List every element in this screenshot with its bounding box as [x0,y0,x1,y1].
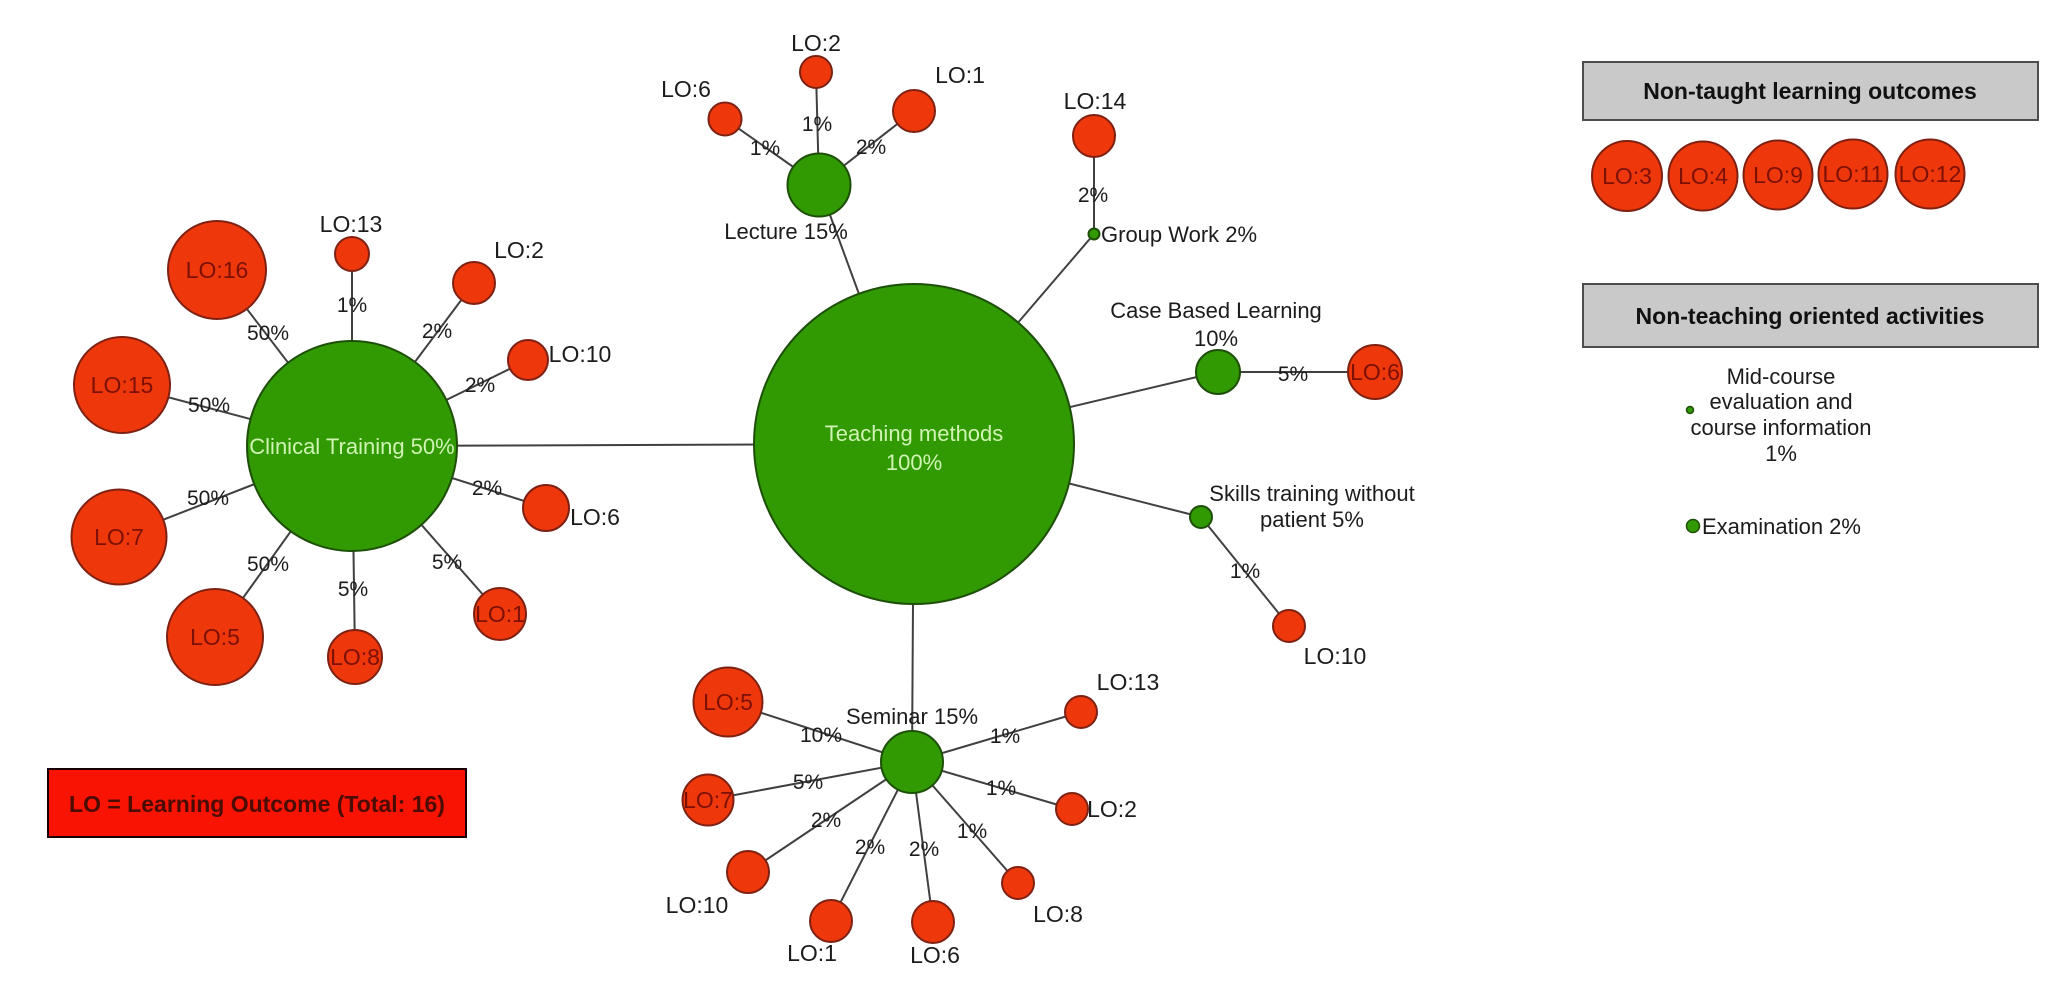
svg-text:LO:13: LO:13 [1097,669,1160,695]
svg-text:LO:2: LO:2 [1087,796,1137,822]
svg-text:5%: 5% [338,578,368,601]
svg-text:50%: 50% [187,487,229,510]
svg-text:2%: 2% [855,836,885,859]
svg-text:LO:1: LO:1 [787,940,837,966]
svg-text:patient 5%: patient 5% [1260,507,1364,532]
svg-text:Lecture 15%: Lecture 15% [724,219,848,244]
svg-text:5%: 5% [793,771,823,794]
svg-text:2%: 2% [472,477,502,500]
svg-text:5%: 5% [1278,363,1308,386]
svg-text:Teaching methods: Teaching methods [825,421,1004,446]
svg-text:LO:3: LO:3 [1602,163,1652,189]
svg-text:50%: 50% [188,394,230,417]
svg-text:LO:5: LO:5 [703,689,753,715]
svg-text:LO:6: LO:6 [570,504,620,530]
svg-text:2%: 2% [465,374,495,397]
svg-text:1%: 1% [1230,560,1260,583]
svg-text:LO:2: LO:2 [494,237,544,263]
svg-text:1%: 1% [990,725,1020,748]
svg-text:LO:12: LO:12 [1899,161,1962,187]
svg-text:LO:11: LO:11 [1823,161,1884,187]
svg-text:Non-taught learning outcomes: Non-taught learning outcomes [1643,78,1977,104]
svg-text:LO:6: LO:6 [661,76,711,102]
svg-text:LO:13: LO:13 [320,211,383,237]
svg-text:LO:15: LO:15 [91,372,154,398]
svg-text:100%: 100% [886,450,942,475]
svg-text:LO:8: LO:8 [330,644,380,670]
svg-text:LO:6: LO:6 [1350,359,1400,385]
svg-text:Examination 2%: Examination 2% [1702,514,1861,539]
svg-text:LO:10: LO:10 [666,892,729,918]
svg-text:Case Based Learning: Case Based Learning [1110,298,1322,323]
svg-text:50%: 50% [247,553,289,576]
svg-text:2%: 2% [811,809,841,832]
svg-text:LO = Learning Outcome (Total:: LO = Learning Outcome (Total: 16) [69,791,445,817]
svg-text:LO:6: LO:6 [910,942,960,968]
svg-text:course information: course information [1691,415,1872,440]
svg-text:1%: 1% [750,137,780,160]
svg-text:50%: 50% [247,322,289,345]
svg-text:LO:7: LO:7 [683,787,733,813]
svg-text:LO:2: LO:2 [791,30,841,56]
svg-text:LO:5: LO:5 [190,624,240,650]
svg-text:LO:1: LO:1 [935,62,985,88]
svg-text:evaluation and: evaluation and [1709,389,1852,414]
svg-text:1%: 1% [1765,441,1797,466]
svg-text:LO:16: LO:16 [186,257,249,283]
svg-text:Skills training without: Skills training without [1209,481,1414,506]
svg-text:LO:4: LO:4 [1678,163,1728,189]
svg-text:5%: 5% [432,551,462,574]
svg-text:LO:7: LO:7 [94,524,144,550]
svg-text:2%: 2% [856,136,886,159]
svg-text:2%: 2% [1078,184,1108,207]
svg-text:2%: 2% [422,320,452,343]
svg-text:Seminar 15%: Seminar 15% [846,704,978,729]
svg-text:LO:10: LO:10 [1304,643,1367,669]
svg-text:LO:14: LO:14 [1064,88,1127,114]
svg-text:2%: 2% [909,838,939,861]
svg-text:1%: 1% [802,113,832,136]
svg-text:LO:8: LO:8 [1033,901,1083,927]
svg-text:Group Work 2%: Group Work 2% [1101,222,1257,247]
svg-text:1%: 1% [986,777,1016,800]
svg-text:LO:1: LO:1 [475,601,525,627]
svg-text:LO:10: LO:10 [549,341,612,367]
svg-text:10%: 10% [1194,326,1238,351]
svg-text:10%: 10% [800,724,842,747]
svg-text:1%: 1% [337,294,367,317]
svg-text:LO:9: LO:9 [1753,162,1803,188]
svg-text:Clinical Training 50%: Clinical Training 50% [249,434,454,459]
svg-text:Non-teaching oriented activiti: Non-teaching oriented activities [1636,303,1985,329]
svg-text:1%: 1% [957,820,987,843]
svg-text:Mid-course: Mid-course [1727,364,1836,389]
